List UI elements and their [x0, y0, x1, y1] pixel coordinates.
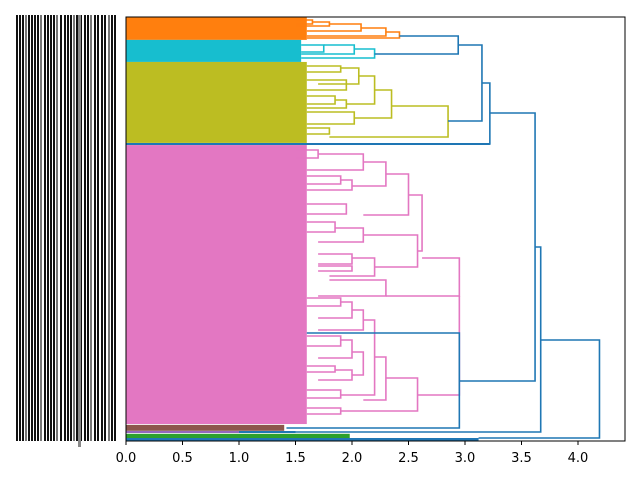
cluster-fill-pink	[126, 145, 307, 425]
link	[306, 95, 336, 105]
leaf-label	[19, 15, 21, 441]
leaf-line	[126, 438, 479, 441]
leaf-label	[31, 15, 33, 441]
link	[363, 234, 419, 268]
link	[448, 44, 483, 122]
leaf-label	[73, 15, 75, 441]
leaf-label	[101, 15, 103, 441]
link	[306, 407, 342, 415]
leaf-label	[114, 15, 116, 441]
cluster-fill-cyan	[126, 39, 302, 62]
link	[306, 153, 365, 171]
link	[306, 111, 356, 125]
link	[306, 31, 401, 39]
leaf-label	[64, 15, 66, 441]
link	[385, 257, 461, 297]
link	[352, 351, 365, 376]
x-tick-label: 2.0	[342, 451, 363, 466]
leaf-labels	[16, 15, 116, 447]
leaf-label	[53, 15, 55, 441]
link	[306, 82, 491, 145]
leaf-label	[94, 15, 96, 441]
leaf-label	[56, 15, 58, 441]
link	[306, 297, 342, 307]
link	[306, 335, 342, 347]
x-tick-label: 3.0	[455, 451, 476, 466]
plot-frame	[125, 16, 626, 442]
link	[306, 79, 348, 91]
link	[306, 365, 336, 373]
dendrogram-links	[286, 19, 601, 439]
link	[329, 105, 449, 138]
leaf-line	[239, 431, 296, 433]
leaf-label	[87, 15, 89, 441]
link	[306, 221, 336, 233]
leaf-label	[16, 15, 18, 441]
leaf-label	[76, 15, 78, 441]
leaf-label	[70, 15, 72, 441]
link	[318, 339, 353, 359]
leaf-label	[67, 15, 69, 441]
leaf-label	[25, 15, 27, 441]
leaf-label	[28, 15, 30, 441]
link	[306, 389, 342, 399]
link	[352, 161, 387, 187]
leaf-label	[78, 15, 81, 447]
link	[318, 253, 353, 265]
link	[301, 44, 325, 53]
link	[318, 67, 360, 85]
link	[408, 194, 423, 252]
link	[306, 23, 362, 32]
x-tick-label: 1.5	[285, 451, 306, 466]
leaf-label	[37, 15, 39, 441]
link	[306, 27, 387, 37]
leaf-label	[84, 15, 86, 441]
leaf-label	[111, 15, 113, 441]
link	[306, 127, 331, 135]
cluster-fill-green	[126, 433, 350, 439]
x-tick-label: 2.5	[398, 451, 419, 466]
link	[346, 75, 376, 105]
leaf-label	[44, 15, 46, 441]
leaf-label	[22, 15, 24, 441]
leaf-label	[104, 15, 106, 441]
link	[354, 89, 393, 119]
leaf-label	[40, 15, 42, 441]
cluster-fill-brown	[126, 424, 285, 431]
link	[478, 339, 601, 439]
link	[306, 65, 342, 73]
x-tick-label: 1.0	[229, 451, 250, 466]
link	[306, 203, 348, 215]
x-tick-label: 0.5	[172, 451, 193, 466]
x-tick-label: 4.0	[568, 451, 589, 466]
cluster-fill-orange	[126, 17, 307, 40]
link	[318, 227, 365, 243]
x-tick-label: 0.0	[116, 451, 137, 466]
link	[318, 265, 353, 272]
leaf-label	[47, 15, 49, 441]
cluster-leaf-fills	[126, 17, 490, 441]
leaf-label	[90, 15, 92, 441]
x-axis: 0.0 0.5 1.0 1.5 2.0 2.5 3.0 3.5 4.0	[116, 441, 589, 466]
leaf-label	[34, 15, 36, 441]
link	[318, 301, 353, 319]
leaf-label	[108, 15, 110, 441]
leaf-label	[60, 15, 62, 441]
link	[318, 309, 365, 331]
cluster-fill-olive	[126, 61, 307, 143]
leaf-line	[126, 431, 239, 433]
link	[306, 179, 353, 191]
link	[318, 279, 387, 297]
leaf-label	[50, 15, 52, 441]
link	[306, 175, 342, 185]
x-tick-label: 3.5	[511, 451, 532, 466]
leaf-label	[97, 15, 99, 441]
link	[417, 296, 461, 396]
link	[459, 112, 536, 382]
